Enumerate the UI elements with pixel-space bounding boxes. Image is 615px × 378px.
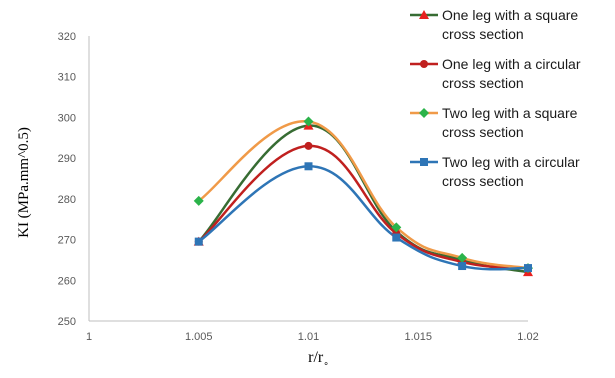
y-tick-labels: 250 260 270 280 290 300 310 320 [58,31,76,328]
data-point-series-4 [194,237,203,246]
legend-label-3: cross section [442,124,524,140]
legend-marker-3 [419,108,429,118]
data-point-series-3 [303,116,314,127]
legend-marker-2 [420,60,428,68]
data-point-series-2 [304,141,313,150]
series-line-2 [197,144,530,270]
legend-marker-4 [420,158,428,166]
x-tick-label: 1.005 [185,331,213,343]
legend-marker-1 [419,10,429,19]
y-tick-label: 280 [58,194,76,206]
y-tick-label: 290 [58,153,76,165]
legend-label-2: cross section [442,75,524,91]
legend-label-1: cross section [442,26,524,42]
y-tick-label: 250 [58,316,76,328]
axes [88,36,528,322]
series-line-3 [197,120,530,270]
x-axis-label: r/r∘ [308,349,329,368]
x-tick-label: 1.015 [404,331,432,343]
x-axis-label-subscript: ∘ [323,358,329,368]
y-tick-label: 260 [58,275,76,287]
series-line-1 [197,124,530,274]
series-line-4 [197,165,530,271]
y-tick-label: 300 [58,112,76,124]
x-tick-label: 1.02 [517,331,538,343]
legend-label-4: cross section [442,173,524,189]
x-axis-label-main: r/r [308,349,324,366]
x-tick-label: 1 [86,331,92,343]
x-tick-label: 1.01 [298,331,319,343]
data-point-series-3 [193,195,204,206]
y-tick-label: 270 [58,235,76,247]
x-tick-labels: 1 1.005 1.01 1.015 1.02 [86,331,539,343]
data-point-series-4 [524,264,532,273]
legend: One leg with a square cross section One le… [410,7,581,189]
y-tick-label: 320 [58,31,76,43]
y-tick-label: 310 [58,72,76,84]
legend-label-1: One leg with a square [442,7,578,23]
legend-label-3: Two leg with a square [442,105,578,121]
series-markers [193,116,533,277]
y-axis-label: KI (MPa.mm^0.5) [16,127,32,238]
data-point-series-4 [458,262,467,271]
data-point-series-3 [391,222,402,233]
legend-label-2: One leg with a circular [442,56,581,72]
data-point-series-4 [392,233,401,242]
legend-label-4: Two leg with a circular [442,154,580,170]
data-point-series-3 [457,252,468,263]
data-point-series-4 [304,162,313,171]
series-lines [197,120,530,274]
